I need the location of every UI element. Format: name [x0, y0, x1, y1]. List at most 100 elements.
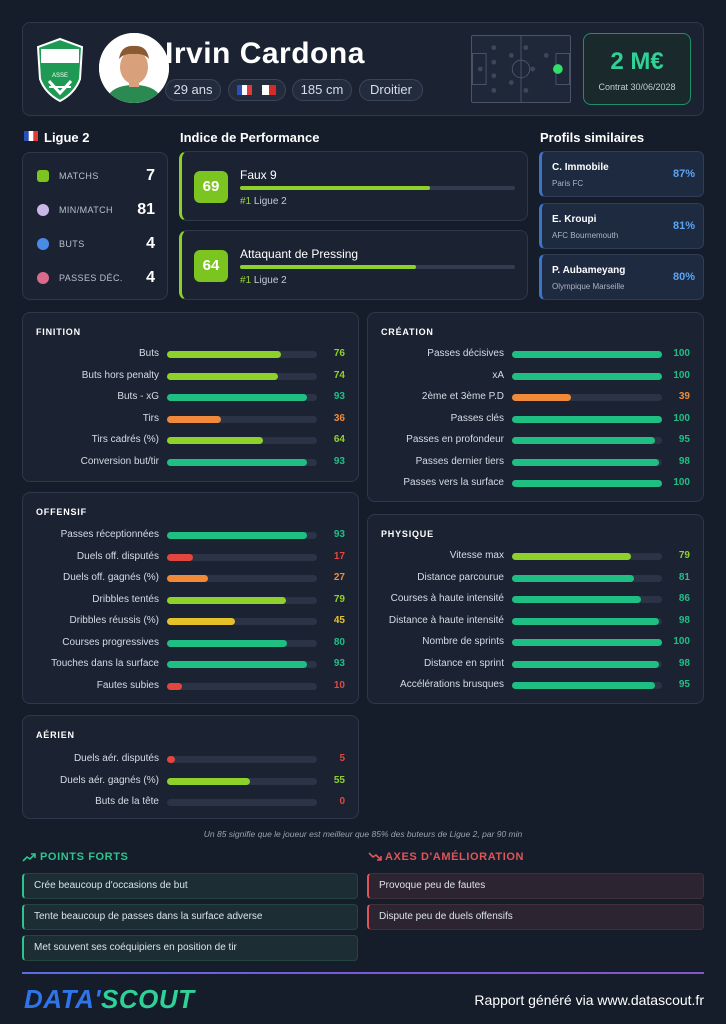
block-title: CRÉATION [381, 327, 434, 337]
stat-bar [512, 596, 662, 603]
stat-label: Passes en profondeur [406, 434, 504, 445]
trend-up-icon [22, 853, 36, 862]
stat-bar [167, 553, 317, 561]
stat-bar [167, 394, 317, 401]
similar-player-name: C. Immobile [552, 162, 609, 173]
similar-profile-card[interactable]: C. Immobile Paris FC 87% [539, 151, 704, 197]
stat-label: Courses à haute intensité [390, 593, 504, 604]
performance-title: Indice de Performance [180, 130, 320, 145]
stat-row: Passes clés 100 [368, 412, 705, 426]
stat-bar [512, 660, 662, 668]
stat-label: Duels aér. gagnés (%) [60, 774, 159, 786]
strengths-title: POINTS FORTS [40, 851, 129, 863]
stat-value: 98 [678, 455, 690, 467]
stat-bar [512, 480, 662, 487]
club-logo-text: ASSE [52, 73, 68, 79]
stat-label: Tirs cadrés (%) [91, 434, 159, 445]
stat-value: 5 [339, 753, 345, 764]
stat-bar-fill [512, 553, 631, 560]
stat-bar-fill [512, 660, 659, 668]
stat-bar-fill [512, 617, 659, 625]
stat-value: 93 [333, 391, 345, 402]
stat-bar [167, 532, 317, 539]
league-title: Ligue 2 [44, 130, 90, 145]
stat-row: Buts hors penalty 74 [23, 369, 360, 383]
stat-label: Distance en sprint [423, 657, 504, 669]
stat-label: Fautes subies [96, 679, 159, 691]
stat-row: Passes décisives 100 [368, 347, 705, 361]
target-icon [37, 272, 49, 284]
stat-row: Nombre de sprints 100 [368, 635, 705, 649]
performance-rank: #1 Ligue 2 [240, 196, 287, 207]
stat-bar [167, 618, 317, 625]
stat-bar-fill [167, 372, 278, 380]
stat-row: Buts - xG 93 [23, 390, 360, 404]
stat-value: 100 [673, 348, 690, 359]
stat-label: Passes clés [450, 412, 504, 424]
stat-value: 95 [678, 434, 690, 445]
stat-bar [512, 372, 662, 380]
stat-label: MIN/MATCH [59, 205, 113, 215]
league-stat-row: PASSES DÉC. 4 [23, 268, 169, 288]
stat-value: 39 [678, 391, 690, 402]
stat-row: 2ème et 3ème P.D 39 [368, 390, 705, 404]
stat-value: 100 [673, 477, 690, 488]
stat-row: Dribbles tentés 79 [23, 593, 360, 607]
player-name: Irvin Cardona [165, 37, 365, 70]
stat-bar-fill [512, 351, 662, 358]
stat-bar [512, 351, 662, 358]
stat-bar [167, 596, 317, 604]
stat-bar-fill [167, 575, 208, 582]
stat-bar-fill [167, 661, 307, 668]
similar-player-name: P. Aubameyang [552, 265, 626, 276]
stat-label: 2ème et 3ème P.D [421, 391, 504, 402]
strength-item: Met souvent ses coéquipiers en position … [22, 935, 358, 961]
stat-value: 100 [673, 369, 690, 381]
stat-bar [167, 756, 317, 763]
stat-row: Fautes subies 10 [23, 679, 360, 693]
stat-value: 4 [146, 269, 155, 286]
stat-label: Nombre de sprints [422, 636, 504, 647]
nationality-chip [228, 79, 286, 101]
stat-label: Passes vers la surface [403, 477, 504, 488]
stat-bar-fill [512, 458, 659, 466]
performance-role: Faux 9 [240, 168, 277, 182]
stat-bar [512, 553, 662, 560]
stat-bar-fill [167, 458, 307, 466]
stat-row: Distance parcourue 81 [368, 571, 705, 585]
footer-divider [22, 972, 704, 974]
stat-value: 80 [333, 636, 345, 648]
generated-by-text: Rapport généré via www.datascout.fr [474, 992, 704, 1008]
offensif-block: OFFENSIF Passes réceptionnées 93 Duels off… [22, 492, 359, 704]
stat-bar [167, 372, 317, 380]
strength-item: Crée beaucoup d'occasions de but [22, 873, 358, 899]
stat-label: Conversion but/tir [80, 455, 159, 467]
creation-block: CRÉATION Passes décisives 100 xA 100 2ème et… [367, 312, 704, 502]
similar-profile-card[interactable]: E. Kroupi AFC Bournemouth 81% [539, 203, 704, 249]
stat-label: Dribbles réussis (%) [69, 615, 159, 626]
stat-value: 55 [333, 774, 345, 786]
stat-bar [512, 415, 662, 423]
player-header: ASSE Irvin Cardona 29 ans 185 cm Droitie… [22, 22, 704, 116]
performance-card: 64 Attaquant de Pressing #1 Ligue 2 [179, 230, 528, 300]
stat-bar-fill [167, 415, 221, 423]
aerien-block: AÉRIEN Duels aér. disputés 5 Duels aér. ga… [22, 715, 359, 819]
stat-bar [167, 682, 317, 690]
stat-row: Passes vers la surface 100 [368, 476, 705, 490]
stat-bar [512, 458, 662, 466]
jersey-icon [37, 170, 49, 182]
stat-value: 0 [339, 796, 345, 807]
stat-value: 95 [678, 679, 690, 690]
stat-row: Courses à haute intensité 86 [368, 592, 705, 606]
market-value: 2 M€ [610, 48, 664, 75]
stat-row: Tirs cadrés (%) 64 [23, 433, 360, 447]
similar-profile-card[interactable]: P. Aubameyang Olympique Marseille 80% [539, 254, 704, 300]
stat-bar-fill [167, 777, 250, 785]
stat-bar [512, 437, 662, 444]
stat-label: Vitesse max [449, 550, 504, 561]
stat-label: MATCHS [59, 171, 99, 181]
stat-bar-fill [167, 596, 286, 604]
league-stats-card: MATCHS 7 MIN/MATCH 81 BUTS 4 PASSES DÉC.… [22, 152, 168, 300]
stat-label: PASSES DÉC. [59, 273, 123, 283]
stat-bar [167, 415, 317, 423]
